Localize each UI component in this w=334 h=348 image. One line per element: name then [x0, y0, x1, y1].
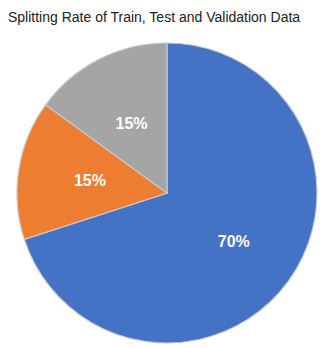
data-label: 70% [218, 233, 250, 250]
data-labels: 70% 15% 15% [74, 115, 250, 250]
data-label: 15% [116, 115, 148, 132]
chart: Splitting Rate of Train, Test and Valida… [0, 0, 334, 348]
pie [17, 43, 317, 343]
title: Splitting Rate of Train, Test and Valida… [8, 9, 300, 25]
data-label: 15% [74, 172, 106, 189]
slice [46, 43, 167, 193]
